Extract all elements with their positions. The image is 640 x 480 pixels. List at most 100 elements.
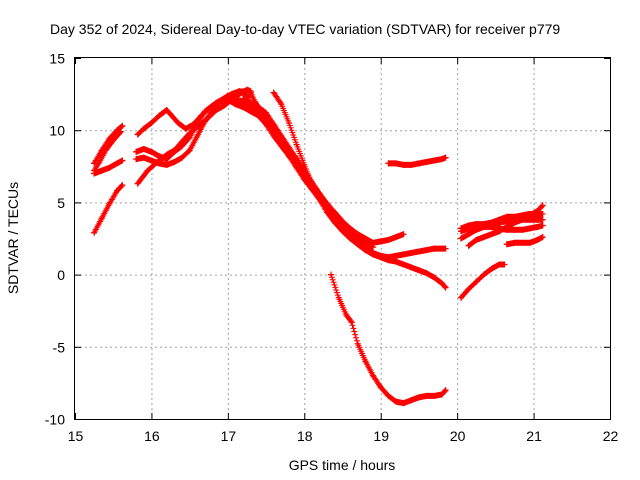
- axis-ticks: 15 16 17 18 19 20 21 22 15 10 5 0 -5 -10: [45, 51, 619, 445]
- data-point: [496, 216, 503, 223]
- data-point: [331, 212, 338, 219]
- series-s12: [385, 154, 449, 168]
- series-s11: [270, 89, 377, 258]
- data-point: [156, 112, 163, 119]
- data-point: [431, 157, 438, 164]
- data-point: [442, 245, 449, 252]
- data-point: [511, 219, 518, 226]
- series-markers: [270, 89, 376, 257]
- data-point: [496, 228, 503, 235]
- series-s3: [91, 128, 124, 174]
- plot-frame: [74, 57, 611, 420]
- data-point: [534, 236, 541, 243]
- data-point: [400, 231, 407, 238]
- data-point: [167, 111, 174, 118]
- x-tick-label: 20: [450, 428, 466, 444]
- data-point: [393, 398, 399, 405]
- data-point: [240, 88, 247, 95]
- data-point: [140, 125, 147, 132]
- data-point: [255, 104, 262, 111]
- data-point: [339, 221, 346, 228]
- data-point: [393, 252, 399, 259]
- data-point: [385, 254, 392, 261]
- series-s15: [503, 234, 546, 248]
- series-s16: [457, 222, 546, 242]
- data-point: [140, 145, 147, 152]
- data-point: [519, 226, 526, 233]
- data-point: [140, 154, 147, 161]
- x-tick-label: 22: [603, 428, 619, 444]
- data-point: [526, 212, 533, 219]
- data-point: [270, 121, 277, 128]
- data-point: [480, 234, 487, 241]
- data-point: [442, 387, 449, 394]
- y-tick-label: 5: [57, 195, 65, 211]
- data-point: [308, 180, 315, 187]
- data-point: [301, 169, 308, 176]
- data-point: [301, 161, 308, 168]
- data-point: [278, 101, 285, 108]
- data-point: [438, 391, 445, 398]
- data-point: [148, 119, 155, 126]
- data-point: [465, 286, 472, 293]
- data-point: [501, 261, 508, 268]
- data-point: [134, 180, 141, 187]
- data-point: [457, 294, 464, 301]
- data-point: [324, 209, 331, 216]
- data-point: [354, 241, 361, 248]
- data-point: [98, 215, 105, 222]
- data-point: [209, 106, 216, 113]
- data-point: [519, 239, 526, 246]
- data-point: [431, 392, 438, 399]
- data-point: [488, 265, 495, 272]
- data-point: [370, 244, 377, 251]
- data-point: [343, 312, 350, 319]
- data-point: [511, 239, 518, 246]
- data-point: [278, 132, 285, 139]
- data-point: [163, 106, 170, 113]
- data-point: [415, 267, 422, 274]
- series-s14: [457, 261, 508, 301]
- data-point: [539, 216, 546, 223]
- data-point: [144, 167, 151, 174]
- y-axis-label: SDTVAR / TECUs: [5, 182, 21, 294]
- data-point: [91, 229, 98, 236]
- y-tick-label: 10: [49, 123, 65, 139]
- data-point: [488, 231, 495, 238]
- data-point: [348, 319, 355, 326]
- data-point: [400, 161, 407, 168]
- data-point: [415, 248, 422, 255]
- data-point: [106, 164, 113, 171]
- data-point: [423, 158, 430, 165]
- data-point: [186, 147, 193, 154]
- data-point: [354, 340, 361, 347]
- data-point: [293, 141, 300, 148]
- data-point: [473, 236, 480, 243]
- data-point: [393, 258, 399, 265]
- data-point: [539, 234, 546, 241]
- x-tick-label: 18: [297, 428, 313, 444]
- data-point: [465, 242, 472, 249]
- data-point: [156, 153, 163, 160]
- series-s13: [328, 271, 449, 407]
- data-point: [335, 294, 342, 301]
- data-point: [385, 160, 392, 167]
- data-point: [316, 196, 323, 203]
- data-point: [503, 223, 510, 230]
- series-markers: [385, 154, 448, 168]
- data-point: [526, 225, 533, 232]
- data-point: [114, 187, 121, 194]
- data-point: [393, 234, 399, 241]
- data-point: [354, 234, 361, 241]
- data-point: [415, 394, 422, 401]
- data-point: [347, 235, 354, 242]
- series-s1: [91, 182, 126, 236]
- data-point: [423, 392, 430, 399]
- series-markers: [503, 234, 545, 248]
- data-point: [480, 271, 487, 278]
- data-point: [179, 154, 185, 161]
- data-point: [393, 160, 399, 167]
- data-point: [328, 271, 335, 278]
- data-point: [186, 134, 193, 141]
